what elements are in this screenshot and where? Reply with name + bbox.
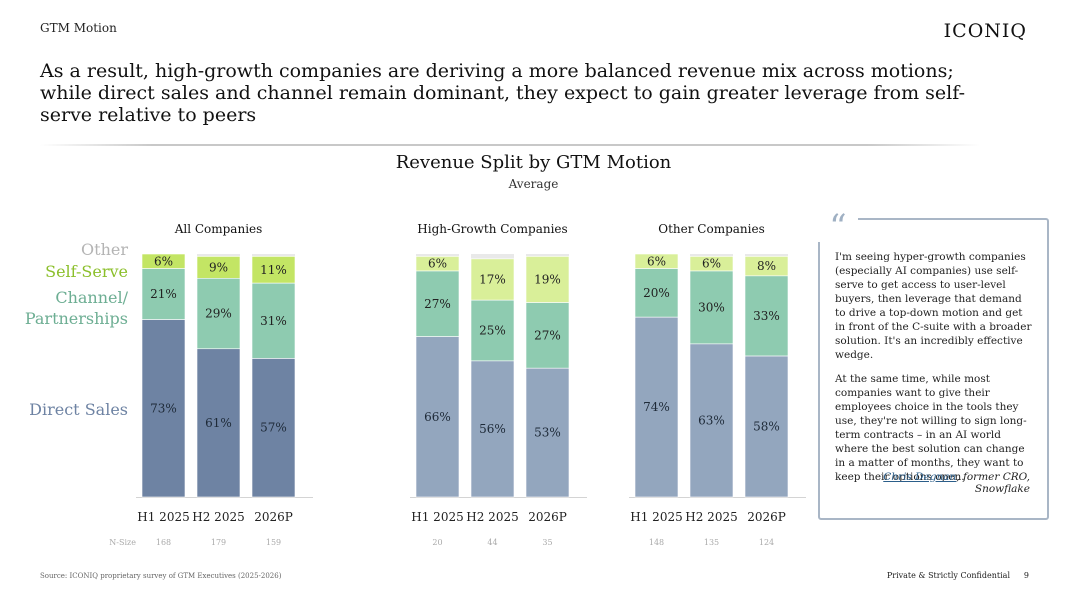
- footer-source: Source: ICONIQ proprietary survey of GTM…: [40, 572, 282, 580]
- x-tick-label: 2026P: [254, 510, 293, 524]
- data-label-direct: 74%: [643, 400, 670, 414]
- data-label-self-serve: 6%: [154, 254, 173, 268]
- x-tick-label: 2026P: [528, 510, 567, 524]
- quote-attribution: Chris Degnan, former CRO, Snowflake: [830, 471, 1030, 495]
- data-label-channel: 27%: [424, 297, 451, 311]
- bar-segment-direct: [251, 358, 296, 498]
- chart-subtitle: Average: [508, 177, 559, 191]
- bar-segment-direct: [744, 355, 789, 498]
- data-label-self-serve: 9%: [209, 260, 228, 274]
- bar-segment-other: [197, 254, 240, 257]
- quote-box: [818, 218, 1049, 520]
- bar-segment-direct: [415, 336, 460, 498]
- data-label-self-serve: 8%: [757, 259, 776, 273]
- bar-segment-channel: [634, 268, 679, 318]
- data-label-self-serve: 6%: [702, 257, 721, 271]
- quote-paragraph-2: At the same time, while most companies w…: [835, 373, 1027, 483]
- legend-self-serve: Self-Serve: [45, 262, 128, 281]
- bar-segment-self-serve: [251, 256, 296, 284]
- data-label-channel: 21%: [150, 287, 177, 301]
- data-label-direct: 53%: [534, 426, 561, 440]
- bar-segment-other: [252, 254, 295, 257]
- footer-confidential: Private & Strictly Confidential: [886, 571, 1010, 580]
- nsize-value: 148: [649, 538, 664, 547]
- nsize-value: 159: [266, 538, 281, 547]
- nsize-value: 44: [487, 538, 497, 547]
- bar-segment-other: [471, 254, 514, 259]
- bar-segment-other: [690, 254, 733, 257]
- chart-title: Revenue Split by GTM Motion: [395, 152, 672, 173]
- data-label-channel: 27%: [534, 328, 561, 342]
- bar-segment-channel: [525, 302, 570, 369]
- quote-author-link[interactable]: Chris Degnan: [883, 471, 957, 483]
- nsize-value: 168: [156, 538, 171, 547]
- legend-channel-line2: Partnerships: [25, 309, 128, 328]
- x-tick-label: H1 2025: [411, 510, 463, 524]
- quote-mark-icon: “: [818, 210, 858, 244]
- bar-segment-channel: [251, 282, 296, 359]
- x-tick-label: H1 2025: [137, 510, 189, 524]
- group-title: All Companies: [174, 222, 263, 236]
- data-label-self-serve: 19%: [534, 273, 561, 287]
- data-label-channel: 20%: [643, 286, 670, 300]
- bar-segment-direct: [525, 367, 570, 498]
- nsize-value: 135: [704, 538, 719, 547]
- page-number: 9: [1023, 571, 1029, 580]
- data-label-channel: 30%: [698, 300, 725, 314]
- bar-segment-other: [416, 254, 459, 257]
- group-title: Other Companies: [658, 222, 765, 236]
- bar-segment-direct: [470, 360, 515, 498]
- section-label: GTM Motion: [40, 21, 117, 35]
- data-label-channel: 33%: [753, 309, 780, 323]
- legend-other: Other: [81, 240, 128, 259]
- bar-segment-channel: [196, 277, 241, 350]
- bar-segment-channel: [415, 270, 460, 337]
- nsize-value: 179: [211, 538, 226, 547]
- data-label-direct: 63%: [698, 413, 725, 427]
- data-label-direct: 57%: [260, 421, 287, 435]
- data-label-self-serve: 6%: [428, 257, 447, 271]
- quote-text: I'm seeing hyper-growth companies (espec…: [835, 250, 1035, 494]
- quote-author-role: , former CRO, Snowflake: [956, 471, 1030, 495]
- bar-segment-direct: [634, 316, 679, 498]
- bar-segment-channel: [689, 270, 734, 345]
- nsize-value: 20: [432, 538, 442, 547]
- data-label-direct: 56%: [479, 422, 506, 436]
- x-tick-label: 2026P: [747, 510, 786, 524]
- bar-segment-direct: [141, 319, 186, 498]
- data-label-self-serve: 17%: [479, 273, 506, 287]
- brand-logo: ICONIQ: [943, 20, 1027, 42]
- bar-segment-other: [745, 254, 788, 257]
- bar-segment-self-serve: [470, 258, 515, 301]
- data-label-direct: 66%: [424, 410, 451, 424]
- data-label-self-serve: 11%: [260, 263, 287, 277]
- x-tick-label: H1 2025: [630, 510, 682, 524]
- quote-paragraph-1: I'm seeing hyper-growth companies (espec…: [835, 251, 1032, 361]
- x-tick-label: H2 2025: [466, 510, 518, 524]
- data-label-channel: 31%: [260, 314, 287, 328]
- page-headline: As a result, high-growth companies are d…: [40, 60, 966, 126]
- nsize-value: 35: [542, 538, 552, 547]
- data-label-direct: 61%: [205, 416, 232, 430]
- legend-channel-line1: Channel/: [55, 288, 128, 307]
- data-label-channel: 25%: [479, 324, 506, 338]
- bar-segment-direct: [196, 348, 241, 498]
- nsize-value: 124: [759, 538, 774, 547]
- bar-segment-direct: [689, 343, 734, 498]
- data-label-direct: 73%: [150, 401, 177, 415]
- nsize-label: N-Size: [109, 538, 136, 547]
- data-label-direct: 58%: [753, 420, 780, 434]
- bar-segment-self-serve: [525, 256, 570, 303]
- divider: [40, 144, 980, 146]
- bar-segment-other: [526, 254, 569, 257]
- legend-direct-sales: Direct Sales: [29, 400, 128, 419]
- data-label-self-serve: 6%: [647, 254, 666, 268]
- bar-segment-channel: [744, 275, 789, 357]
- x-tick-label: H2 2025: [192, 510, 244, 524]
- group-title: High-Growth Companies: [417, 222, 567, 236]
- data-label-channel: 29%: [205, 307, 232, 321]
- x-tick-label: H2 2025: [685, 510, 737, 524]
